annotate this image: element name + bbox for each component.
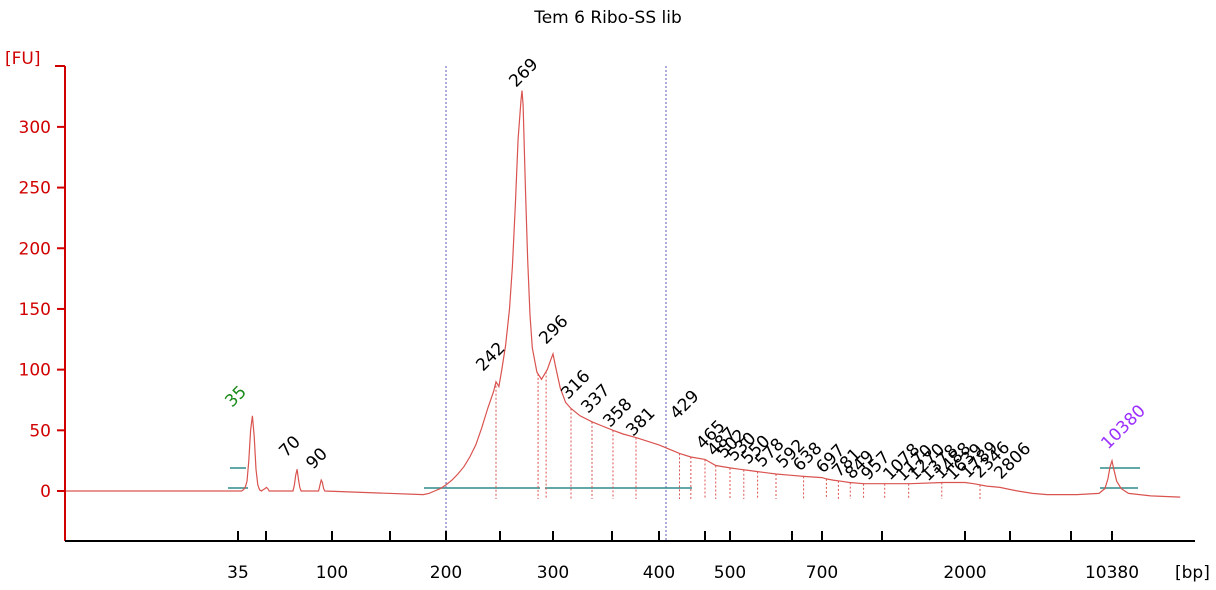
y-tick-label: 200 [19, 239, 51, 259]
y-axis-label: [FU] [5, 49, 41, 69]
peak-label: 269 [505, 54, 542, 91]
y-tick-label: 250 [19, 179, 51, 199]
peak-label: 296 [535, 311, 572, 348]
y-tick-label: 50 [29, 421, 51, 441]
peak-label: 90 [302, 444, 331, 473]
peak-label: 70 [275, 432, 304, 461]
y-tick-label: 0 [40, 482, 51, 502]
axes: 0 50 100 150 200 250 300 35 100 200 300 400 500 700 20… [19, 65, 1195, 583]
y-tick-label: 100 [19, 361, 51, 381]
x-tick-label: 300 [537, 563, 569, 583]
region-lines [445, 66, 667, 541]
trace-layer [65, 90, 1181, 498]
peak-label: 242 [472, 338, 509, 375]
peak-label: 429 [666, 386, 703, 423]
chart-title: Tem 6 Ribo-SS lib [534, 8, 682, 28]
y-tick-label: 300 [19, 118, 51, 138]
x-tick-label: 500 [714, 563, 746, 583]
y-tick-label: 150 [19, 300, 51, 320]
x-tick-label: 200 [430, 563, 462, 583]
x-axis-label: [bp] [1175, 563, 1210, 583]
x-tick-label: 700 [806, 563, 838, 583]
peak-label: 35 [221, 382, 250, 411]
peak-label: 10380 [1097, 401, 1149, 453]
x-tick-label: 100 [316, 563, 348, 583]
marker-lines [228, 371, 1140, 499]
x-tick-label: 10380 [1085, 563, 1139, 583]
x-tick-label: 2000 [943, 563, 986, 583]
electropherogram-trace [238, 90, 1181, 498]
x-tick-label: 35 [227, 563, 249, 583]
x-tick-label: 400 [643, 563, 675, 583]
